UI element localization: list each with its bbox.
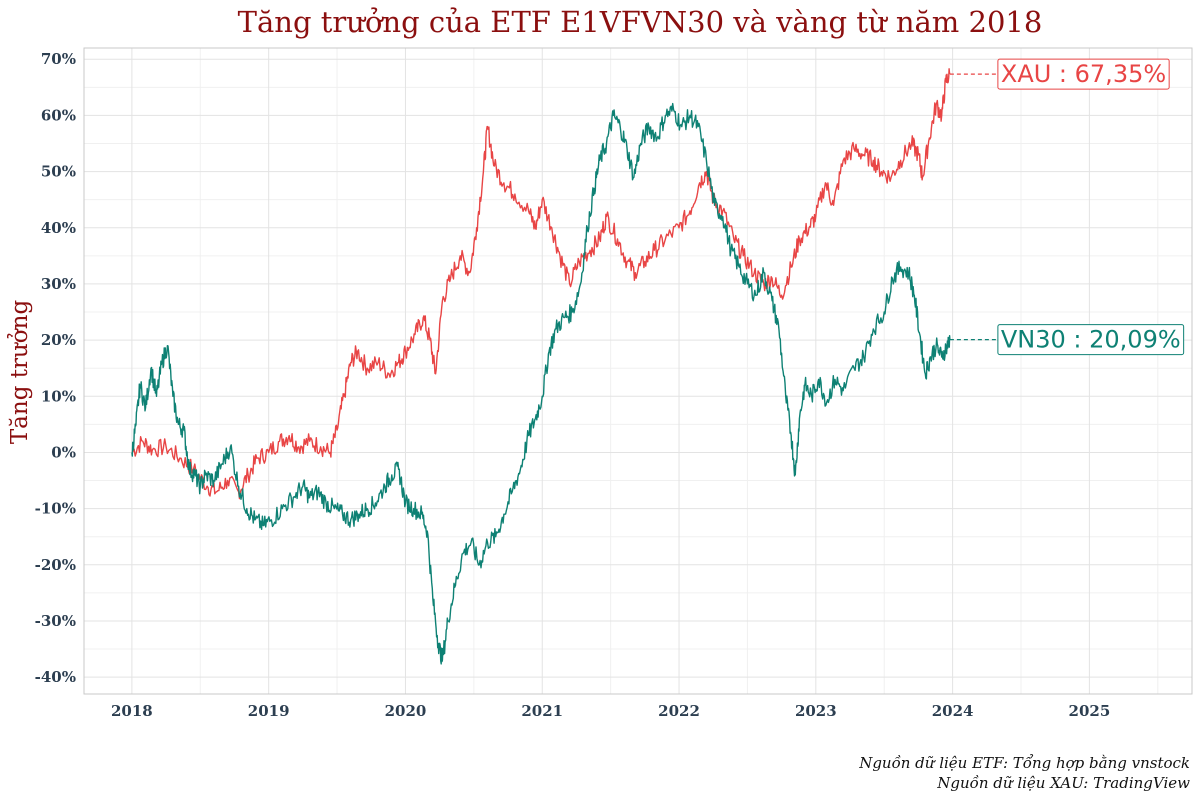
y-tick-label: -10% — [35, 500, 76, 518]
y-tick-label: 60% — [41, 106, 76, 124]
y-tick-label: 0% — [51, 443, 76, 461]
chart-title: Tăng trưởng của ETF E1VFVN30 và vàng từ … — [238, 5, 1043, 39]
source-etf: Nguồn dữ liệu ETF: Tổng hợp bằng vnstock — [858, 754, 1190, 772]
x-tick-label: 2020 — [385, 702, 427, 720]
x-tick-label: 2021 — [521, 702, 563, 720]
y-tick-label: -40% — [35, 668, 76, 686]
end-label-xau: XAU : 67,35% — [997, 58, 1170, 90]
y-tick-label: -30% — [35, 612, 76, 630]
y-tick-label: 30% — [41, 275, 76, 293]
x-axis: 2018 2019 2020 2021 2022 2023 2024 2025 — [111, 702, 1110, 720]
y-tick-label: 10% — [41, 387, 76, 405]
series-layer — [131, 68, 951, 665]
x-tick-label: 2022 — [658, 702, 700, 720]
y-tick-label: 40% — [41, 219, 76, 237]
y-tick-label: 20% — [41, 331, 76, 349]
x-tick-label: 2024 — [932, 702, 974, 720]
end-label-text-vn30: VN30 : 20,09% — [1001, 326, 1181, 354]
x-tick-label: 2025 — [1069, 702, 1111, 720]
x-tick-label: 2018 — [111, 702, 153, 720]
series-line-vn30 — [131, 102, 951, 665]
y-tick-label: 50% — [41, 163, 76, 181]
end-label-box-xau — [997, 58, 1170, 90]
plot-frame — [83, 47, 1193, 695]
end-label-box-vn30 — [997, 324, 1185, 356]
end-label-vn30: VN30 : 20,09% — [997, 324, 1185, 356]
end-labels: XAU : 67,35% VN30 : 20,09% — [949, 58, 1185, 356]
y-axis: -40% -30% -20% -10% 0% 10% 20% 30% 40% 50% 60% 70% — [35, 50, 76, 686]
x-tick-label: 2019 — [248, 702, 290, 720]
series-line-xau — [131, 68, 951, 500]
end-label-text-xau: XAU : 67,35% — [1001, 60, 1166, 88]
source-xau: Nguồn dữ liệu XAU: TradingView — [936, 774, 1190, 792]
y-tick-label: 70% — [41, 50, 76, 68]
y-tick-label: -20% — [35, 556, 76, 574]
y-axis-label: Tăng trưởng — [7, 300, 33, 445]
x-tick-label: 2023 — [795, 702, 837, 720]
grid — [84, 48, 1192, 694]
